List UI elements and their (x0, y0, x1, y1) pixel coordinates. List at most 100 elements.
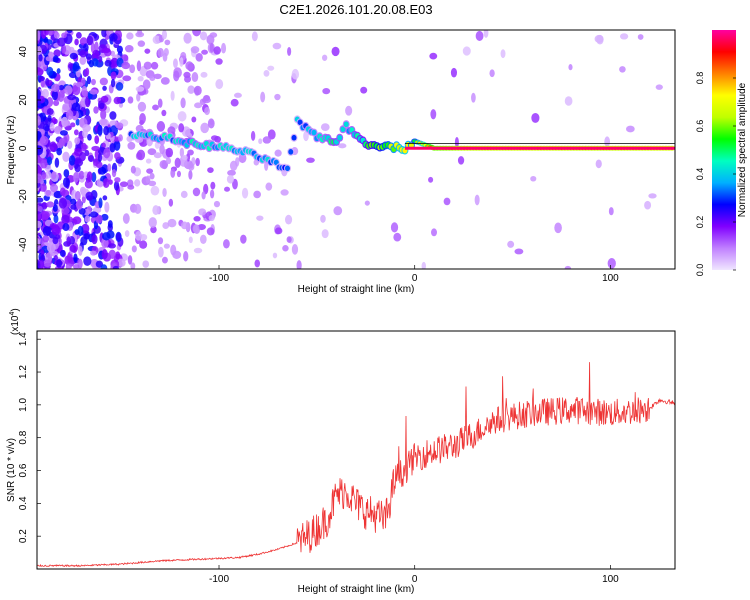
spectrogram-cell (37, 30, 41, 41)
spectrogram-cell (568, 64, 573, 71)
spectrogram-cell (191, 71, 199, 83)
spectrogram-cell (107, 163, 112, 172)
spectrogram-cell (173, 58, 178, 69)
colorbar-tick-label: 0.6 (695, 120, 705, 133)
spectrogram-cell (83, 43, 89, 52)
spectrogram-cell (58, 197, 68, 209)
spectrogram-cell (72, 263, 80, 269)
spectrogram-cell (110, 71, 117, 79)
spectrogram-cell (59, 187, 66, 196)
spectrogram-cell (57, 37, 66, 47)
spectrogram-cell (390, 222, 399, 233)
spectrogram-cell (165, 147, 174, 158)
spectrogram-cell (185, 61, 194, 71)
spectrogram-cell (53, 32, 60, 39)
spectrogram-cell (179, 57, 184, 67)
colorbar-label: Normalized spectral amplitude (737, 82, 748, 217)
snr-line-series (37, 362, 675, 568)
colorbar-tick-label: 0.4 (695, 168, 705, 181)
spectrogram-cell (139, 240, 148, 249)
spectrogram-cell (195, 157, 200, 167)
spectrogram-cell (75, 118, 80, 126)
spectrogram-cell (78, 245, 83, 256)
spectrogram-cell (52, 204, 58, 212)
spectrogram-cell (62, 177, 70, 188)
spectrogram-cell (71, 102, 81, 112)
spectrogram-cell (157, 98, 163, 108)
spectrogram-cell (75, 31, 82, 39)
spectrogram-cell (97, 124, 103, 136)
spectrogram-cell (241, 187, 249, 199)
spectrogram-cell (170, 90, 175, 101)
spectrogram-cell (118, 102, 124, 108)
spectrogram-cell (619, 66, 626, 73)
snr-x-label: Height of straight line (km) (298, 584, 415, 595)
spectrogram-cell (393, 232, 402, 242)
spectrogram-cell (608, 207, 614, 216)
spectrogram-cell (226, 174, 235, 184)
spectrogram-cell (129, 64, 136, 74)
spectrogram-cell (122, 213, 130, 224)
spectrogram-track-cell (408, 142, 414, 149)
spectrogram-cell (89, 89, 98, 95)
spectrogram-cell (127, 141, 136, 150)
spectrogram-cell (113, 180, 120, 191)
snr-y-tick-label: 0.4 (18, 496, 29, 510)
colorbar-tick-label: 0.8 (695, 72, 705, 85)
spectrogram-cell (107, 220, 113, 228)
spectrogram-cell (333, 206, 343, 216)
spectrogram-cell (84, 215, 91, 223)
spectrogram-cell (193, 247, 203, 254)
spectrogram-cell (303, 130, 309, 142)
spectrogram-cell (53, 49, 61, 57)
spectrogram-cell (431, 228, 438, 237)
spectrogram-cell (46, 108, 54, 116)
spectrogram-cell (102, 232, 111, 241)
spectrogram-cell (45, 189, 52, 196)
spectrogram-cell (37, 206, 43, 213)
spectrogram-cell (67, 94, 77, 101)
spectrogram-cell (54, 157, 60, 168)
spectrogram-cell (179, 147, 185, 158)
spectrogram-cell (86, 171, 93, 183)
spectrogram-cell (474, 194, 480, 206)
spectrogram-heat-layer (37, 30, 675, 269)
spectrogram-cell (144, 48, 151, 54)
spectrogram-cell (45, 56, 52, 62)
spectrogram-cell (85, 67, 90, 77)
spectrogram-cell (229, 160, 238, 171)
spectrogram-cell (183, 251, 189, 262)
spectrogram-cell (99, 102, 105, 110)
spectrogram-cell (150, 185, 160, 196)
spectrogram-cell (101, 47, 111, 54)
spectrogram-cell (52, 55, 59, 63)
spectrogram-x-tick-label: 0 (412, 273, 418, 284)
spectrogram-cell (201, 191, 206, 200)
spectrogram-cell (67, 140, 73, 149)
spectrogram-cell (192, 224, 200, 234)
spectrogram-cell (108, 249, 116, 259)
spectrogram-cell (274, 149, 282, 157)
spectrogram-cell (644, 200, 652, 210)
spectrogram-cells (37, 30, 675, 269)
spectrogram-cell (145, 158, 152, 164)
spectrogram-cell (49, 141, 57, 152)
spectrogram-cell (207, 167, 214, 173)
spectrogram-cell (202, 97, 211, 104)
figure-title: C2E1.2026.101.20.08.E03 (279, 2, 432, 17)
spectrogram-cell (489, 69, 495, 78)
spectrogram-cell (72, 84, 81, 96)
spectrogram-cell (82, 90, 89, 98)
spectrogram-cell (76, 199, 83, 210)
spectrogram-cell (88, 59, 95, 68)
spectrogram-cell (47, 114, 52, 122)
spectrogram-cell (152, 104, 159, 111)
spectrogram-cell (345, 105, 353, 116)
spectrogram-cell (113, 96, 122, 105)
spectrogram-cell (161, 109, 167, 117)
spectrogram-cell (81, 195, 86, 204)
spectrogram-cell (89, 211, 99, 218)
spectrogram-cell (364, 200, 370, 206)
snr-y-tick-label: 1.2 (18, 365, 29, 379)
spectrogram-cell (82, 128, 88, 139)
